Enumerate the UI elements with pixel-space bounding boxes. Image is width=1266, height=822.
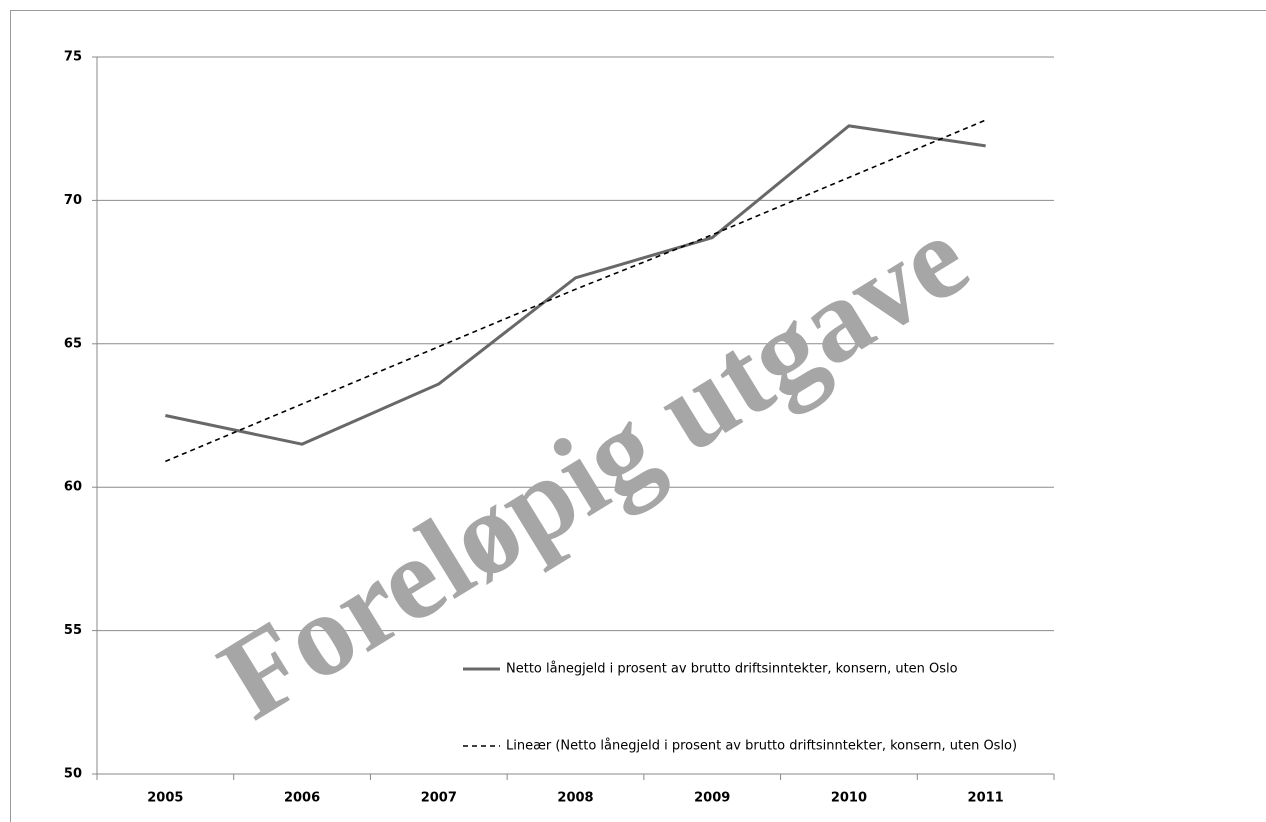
series-line	[165, 124, 986, 446]
x-tick-label: 2011	[968, 791, 1004, 806]
x-tick-label: 2006	[284, 791, 320, 806]
x-tick-label: 2008	[557, 791, 593, 806]
y-tick-label: 70	[64, 193, 82, 208]
legend-label: Netto lånegjeld i prosent av brutto drif…	[506, 662, 958, 677]
y-tick-label: 60	[64, 480, 82, 495]
chart-frame	[10, 10, 1266, 822]
series-line	[165, 119, 986, 463]
x-tick-label: 2009	[694, 791, 730, 806]
y-tick-label: 65	[64, 336, 82, 351]
x-tick-label: 2005	[147, 791, 183, 806]
y-tick-label: 55	[64, 623, 82, 638]
y-tick-label: 75	[64, 50, 82, 65]
legend-label: Lineær (Netto lånegjeld i prosent av bru…	[506, 739, 1017, 754]
x-tick-label: 2007	[421, 791, 457, 806]
x-tick-label: 2010	[831, 791, 867, 806]
y-tick-label: 50	[64, 767, 82, 782]
